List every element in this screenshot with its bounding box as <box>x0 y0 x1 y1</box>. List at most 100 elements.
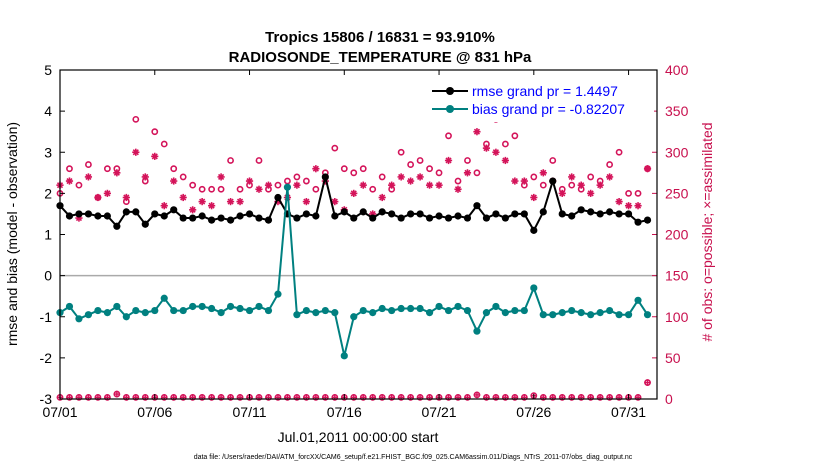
obs-assimilated-point <box>397 173 405 181</box>
obs-assimilated-stroke <box>502 157 509 164</box>
x-tick-label: 07/11 <box>233 404 267 420</box>
obs-possible-point <box>530 173 538 181</box>
plot-frame <box>59 69 658 400</box>
obs-assimilated-point <box>568 173 576 181</box>
obs-assimilated-stroke <box>388 182 395 189</box>
obs-assimilated-stroke <box>293 182 300 189</box>
obs-possible-point <box>208 185 216 193</box>
obs-assimilated-point <box>94 193 102 202</box>
bias-point <box>416 304 424 313</box>
obs-assimilated-stroke <box>417 173 424 181</box>
obs-assimilated-point <box>425 181 434 189</box>
obs-assimilated-stroke <box>151 153 158 160</box>
obs-assimilated-bottom-point <box>644 379 651 386</box>
obs-possible-point <box>236 185 244 193</box>
obs-assimilated-stroke <box>540 169 547 176</box>
obs-assimilated-point <box>587 189 595 197</box>
bias-point <box>501 309 509 317</box>
obs-assimilated-stroke <box>265 182 272 189</box>
obs-possible-point <box>397 148 405 156</box>
obs-assimilated-point <box>198 198 206 206</box>
obs-possible-point <box>587 173 595 181</box>
rmse-point <box>226 216 235 224</box>
bias-point <box>245 306 254 315</box>
bias-point <box>444 306 453 315</box>
y-tick-label-right: 300 <box>665 144 689 160</box>
obs-assimilated-point <box>615 198 623 206</box>
bias-point <box>568 306 576 315</box>
legend-box <box>428 82 654 122</box>
obs-assimilated-point <box>302 198 310 206</box>
bias-point <box>482 309 491 317</box>
obs-possible-point <box>170 165 178 173</box>
obs-possible-point <box>217 185 225 193</box>
obs-possible-point <box>473 169 481 177</box>
bias-point <box>160 294 168 302</box>
rmse-point <box>444 214 453 222</box>
obs-assimilated-stroke <box>331 198 338 205</box>
rmse-point <box>643 216 652 224</box>
rmse-point <box>539 208 547 216</box>
obs-assimilated-point <box>293 181 301 189</box>
bias-point <box>84 311 93 319</box>
bias-point <box>359 306 367 315</box>
y-tick-label: 2 <box>44 185 52 201</box>
rmse-point <box>606 208 614 216</box>
y-tick-label: 3 <box>44 144 52 160</box>
bias-point <box>302 306 310 315</box>
y-tick-label-right: 0 <box>665 391 673 407</box>
obs-possible-point <box>369 185 377 193</box>
legend-rmse-label: rmse grand pr = 1.4497 <box>472 83 618 99</box>
obs-assimilated-point <box>151 152 159 160</box>
bias-point <box>539 311 547 319</box>
y-tick-label-right: 200 <box>665 227 689 243</box>
rmse-point <box>208 216 216 224</box>
obs-possible-point <box>75 181 83 189</box>
bias-point <box>103 309 111 317</box>
bias-point <box>425 309 434 317</box>
bias-point <box>615 311 623 319</box>
y-tick-label: 1 <box>44 227 52 243</box>
obs-possible-point <box>331 144 339 152</box>
rmse-point <box>340 208 348 216</box>
data-file-note: data file: /Users/raeder/DAI/ATM_forcXX/… <box>194 454 633 461</box>
y-tick-label-right: 100 <box>665 309 689 325</box>
obs-assimilated-point <box>236 198 244 206</box>
obs-assimilated-stroke <box>303 198 310 205</box>
obs-assimilated-point <box>435 181 443 189</box>
obs-assimilated-point <box>264 181 273 189</box>
bias-point <box>170 306 178 315</box>
obs-assimilated-stroke <box>625 202 632 209</box>
bias-point <box>113 302 121 311</box>
obs-assimilated-stroke <box>142 173 149 181</box>
obs-assimilated-point <box>539 169 547 177</box>
bias-point <box>255 302 263 311</box>
bias-point <box>293 311 301 319</box>
obs-assimilated-stroke <box>407 177 414 185</box>
obs-assimilated-point <box>606 173 614 181</box>
obs-assimilated-point <box>255 185 263 193</box>
rmse-point <box>615 210 623 218</box>
rmse-point <box>359 208 367 216</box>
legend-bias-marker <box>446 105 454 113</box>
obs-assimilated-point <box>454 185 462 193</box>
obs-assimilated-stroke <box>483 145 490 152</box>
obs-assimilated-point <box>378 193 386 202</box>
bias-point <box>643 311 652 319</box>
obs-possible-point <box>312 185 320 193</box>
bias-point <box>473 327 481 335</box>
rmse-point <box>397 214 405 222</box>
bias-point <box>369 309 377 317</box>
rmse-point <box>350 214 358 222</box>
bias-point <box>236 304 244 313</box>
bias-point <box>511 306 519 315</box>
obs-assimilated-stroke <box>170 177 177 185</box>
bias-point <box>463 306 472 315</box>
bias-point <box>624 311 633 319</box>
obs-assimilated-point <box>65 177 74 185</box>
obs-assimilated-stroke <box>208 202 215 209</box>
obs-assimilated-stroke <box>445 157 452 164</box>
obs-possible-point <box>151 128 159 136</box>
obs-possible-point <box>549 157 557 164</box>
obs-assimilated-stroke <box>426 182 433 189</box>
